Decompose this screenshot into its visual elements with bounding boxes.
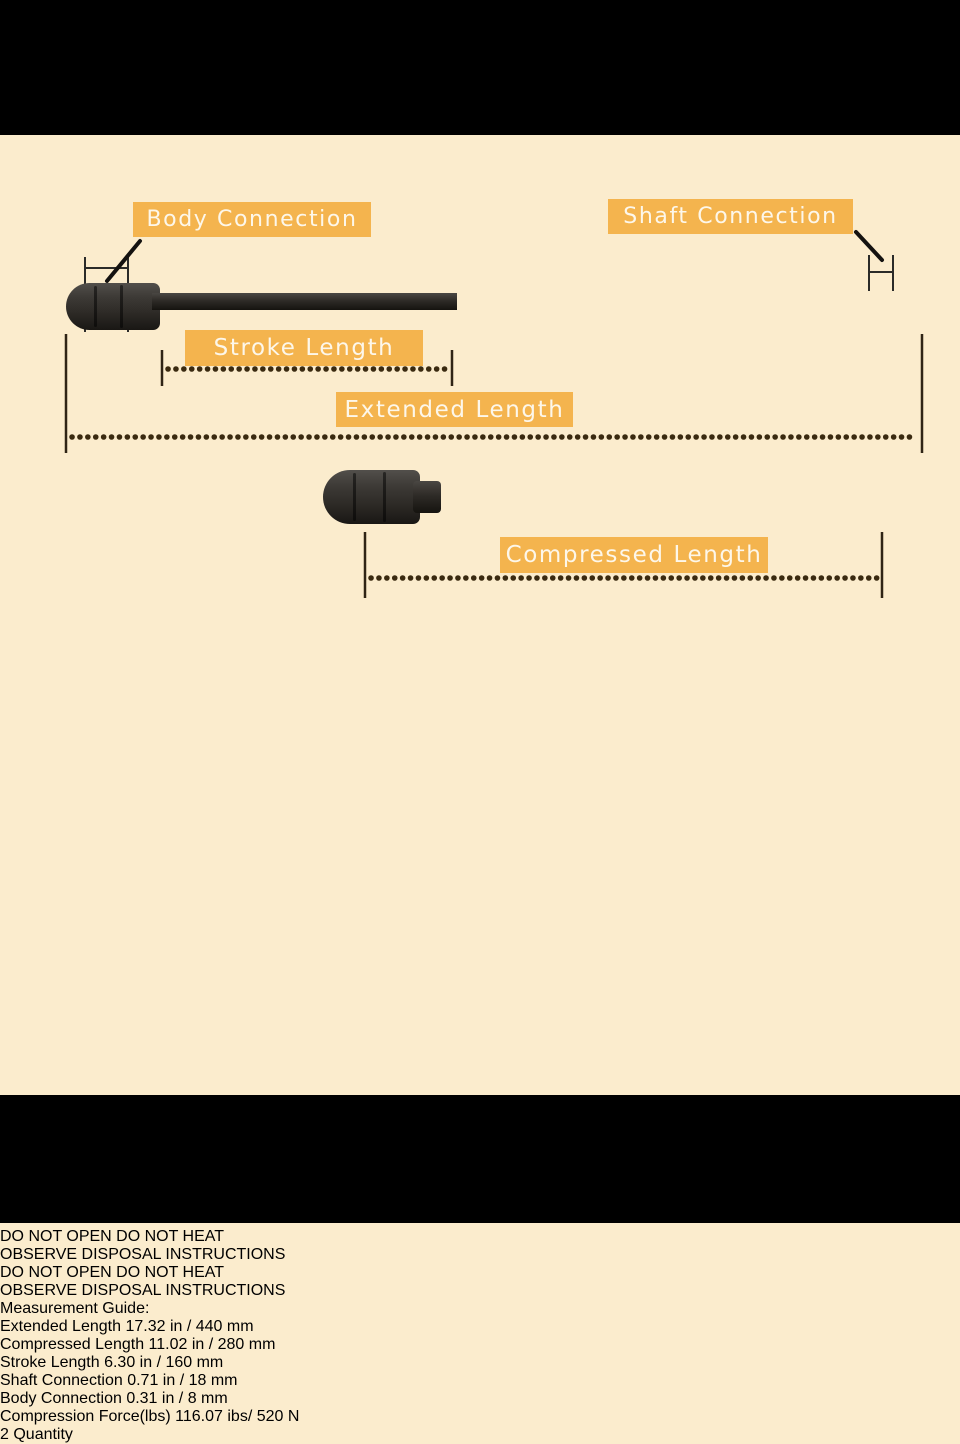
extended-strut-piston-rod bbox=[152, 293, 457, 310]
shaft-connection-pointer-line bbox=[854, 230, 884, 262]
warning-line-1: DO NOT OPEN DO NOT HEAT bbox=[0, 1264, 225, 1281]
extended-strut-body-end-cap bbox=[66, 283, 160, 330]
compressed-strut-body-end-cap bbox=[323, 470, 420, 524]
row-label: Stroke Length bbox=[0, 1354, 100, 1371]
top-letterbox-bar bbox=[0, 0, 960, 135]
row-value: 11.02 in / 280 mm bbox=[148, 1336, 276, 1353]
row-label: Compressed Length bbox=[0, 1336, 145, 1353]
cap-groove bbox=[383, 472, 386, 522]
table-row: Stroke Length 6.30 in / 160 mm bbox=[0, 1354, 960, 1372]
stroke-length-label: Stroke Length bbox=[185, 330, 423, 366]
bottom-letterbox-bar bbox=[0, 1095, 960, 1223]
row-label: Compression Force(lbs) bbox=[0, 1408, 171, 1425]
extended-length-label: Extended Length bbox=[336, 392, 573, 427]
table-row: Body Connection 0.31 in / 8 mm bbox=[0, 1390, 960, 1408]
row-value: 0.31 in / 8 mm bbox=[126, 1390, 228, 1407]
measurement-guide-table: Measurement Guide: Extended Length 17.32… bbox=[0, 1300, 960, 1426]
warning-line-2: OBSERVE DISPOSAL INSTRUCTIONS bbox=[0, 1246, 286, 1263]
row-value: 116.07 ibs/ 520 N bbox=[175, 1408, 300, 1425]
table-row: Extended Length 17.32 in / 440 mm bbox=[0, 1318, 960, 1336]
measurement-guide-title: Measurement Guide: bbox=[0, 1300, 150, 1317]
compressed-length-label: Compressed Length bbox=[500, 537, 768, 573]
row-value: 17.32 in / 440 mm bbox=[125, 1318, 254, 1335]
shaft-connection-bracket bbox=[868, 255, 894, 291]
row-label: Shaft Connection bbox=[0, 1372, 123, 1389]
shaft-connection-label: Shaft Connection bbox=[608, 199, 853, 234]
extended-strut-warning-text: DO NOT OPEN DO NOT HEAT OBSERVE DISPOSAL… bbox=[0, 1228, 960, 1264]
compressed-strut-piston-rod bbox=[413, 481, 441, 513]
dimension-lines-layer bbox=[64, 230, 924, 598]
row-label: Body Connection bbox=[0, 1390, 122, 1407]
cap-groove bbox=[353, 473, 356, 521]
quantity-badge-button[interactable]: 2 Quantity bbox=[0, 1426, 73, 1443]
warning-line-1: DO NOT OPEN DO NOT HEAT bbox=[0, 1228, 225, 1245]
extended-gas-strut: DO NOT OPEN DO NOT HEAT OBSERVE DISPOSAL… bbox=[0, 283, 960, 1264]
row-label: Extended Length bbox=[0, 1318, 121, 1335]
warning-line-2: OBSERVE DISPOSAL INSTRUCTIONS bbox=[0, 1282, 286, 1299]
body-connection-label: Body Connection bbox=[133, 202, 371, 237]
row-value: 0.71 in / 18 mm bbox=[127, 1372, 238, 1389]
table-row: Shaft Connection 0.71 in / 18 mm bbox=[0, 1372, 960, 1390]
compressed-strut-warning-text: DO NOT OPEN DO NOT HEAT OBSERVE DISPOSAL… bbox=[0, 1264, 960, 1300]
extended-length-dimension bbox=[64, 334, 924, 453]
compressed-gas-strut: DO NOT OPEN DO NOT HEAT OBSERVE DISPOSAL… bbox=[0, 470, 960, 1300]
body-connection-pointer-line bbox=[105, 239, 142, 283]
cap-groove bbox=[120, 285, 123, 328]
compressed-length-dimension bbox=[363, 532, 884, 598]
stroke-length-dimension bbox=[160, 350, 454, 386]
table-row: Compressed Length 11.02 in / 280 mm bbox=[0, 1336, 960, 1354]
row-value: 6.30 in / 160 mm bbox=[104, 1354, 224, 1371]
cap-groove bbox=[94, 286, 97, 327]
table-row: Compression Force(lbs) 116.07 ibs/ 520 N bbox=[0, 1408, 960, 1426]
